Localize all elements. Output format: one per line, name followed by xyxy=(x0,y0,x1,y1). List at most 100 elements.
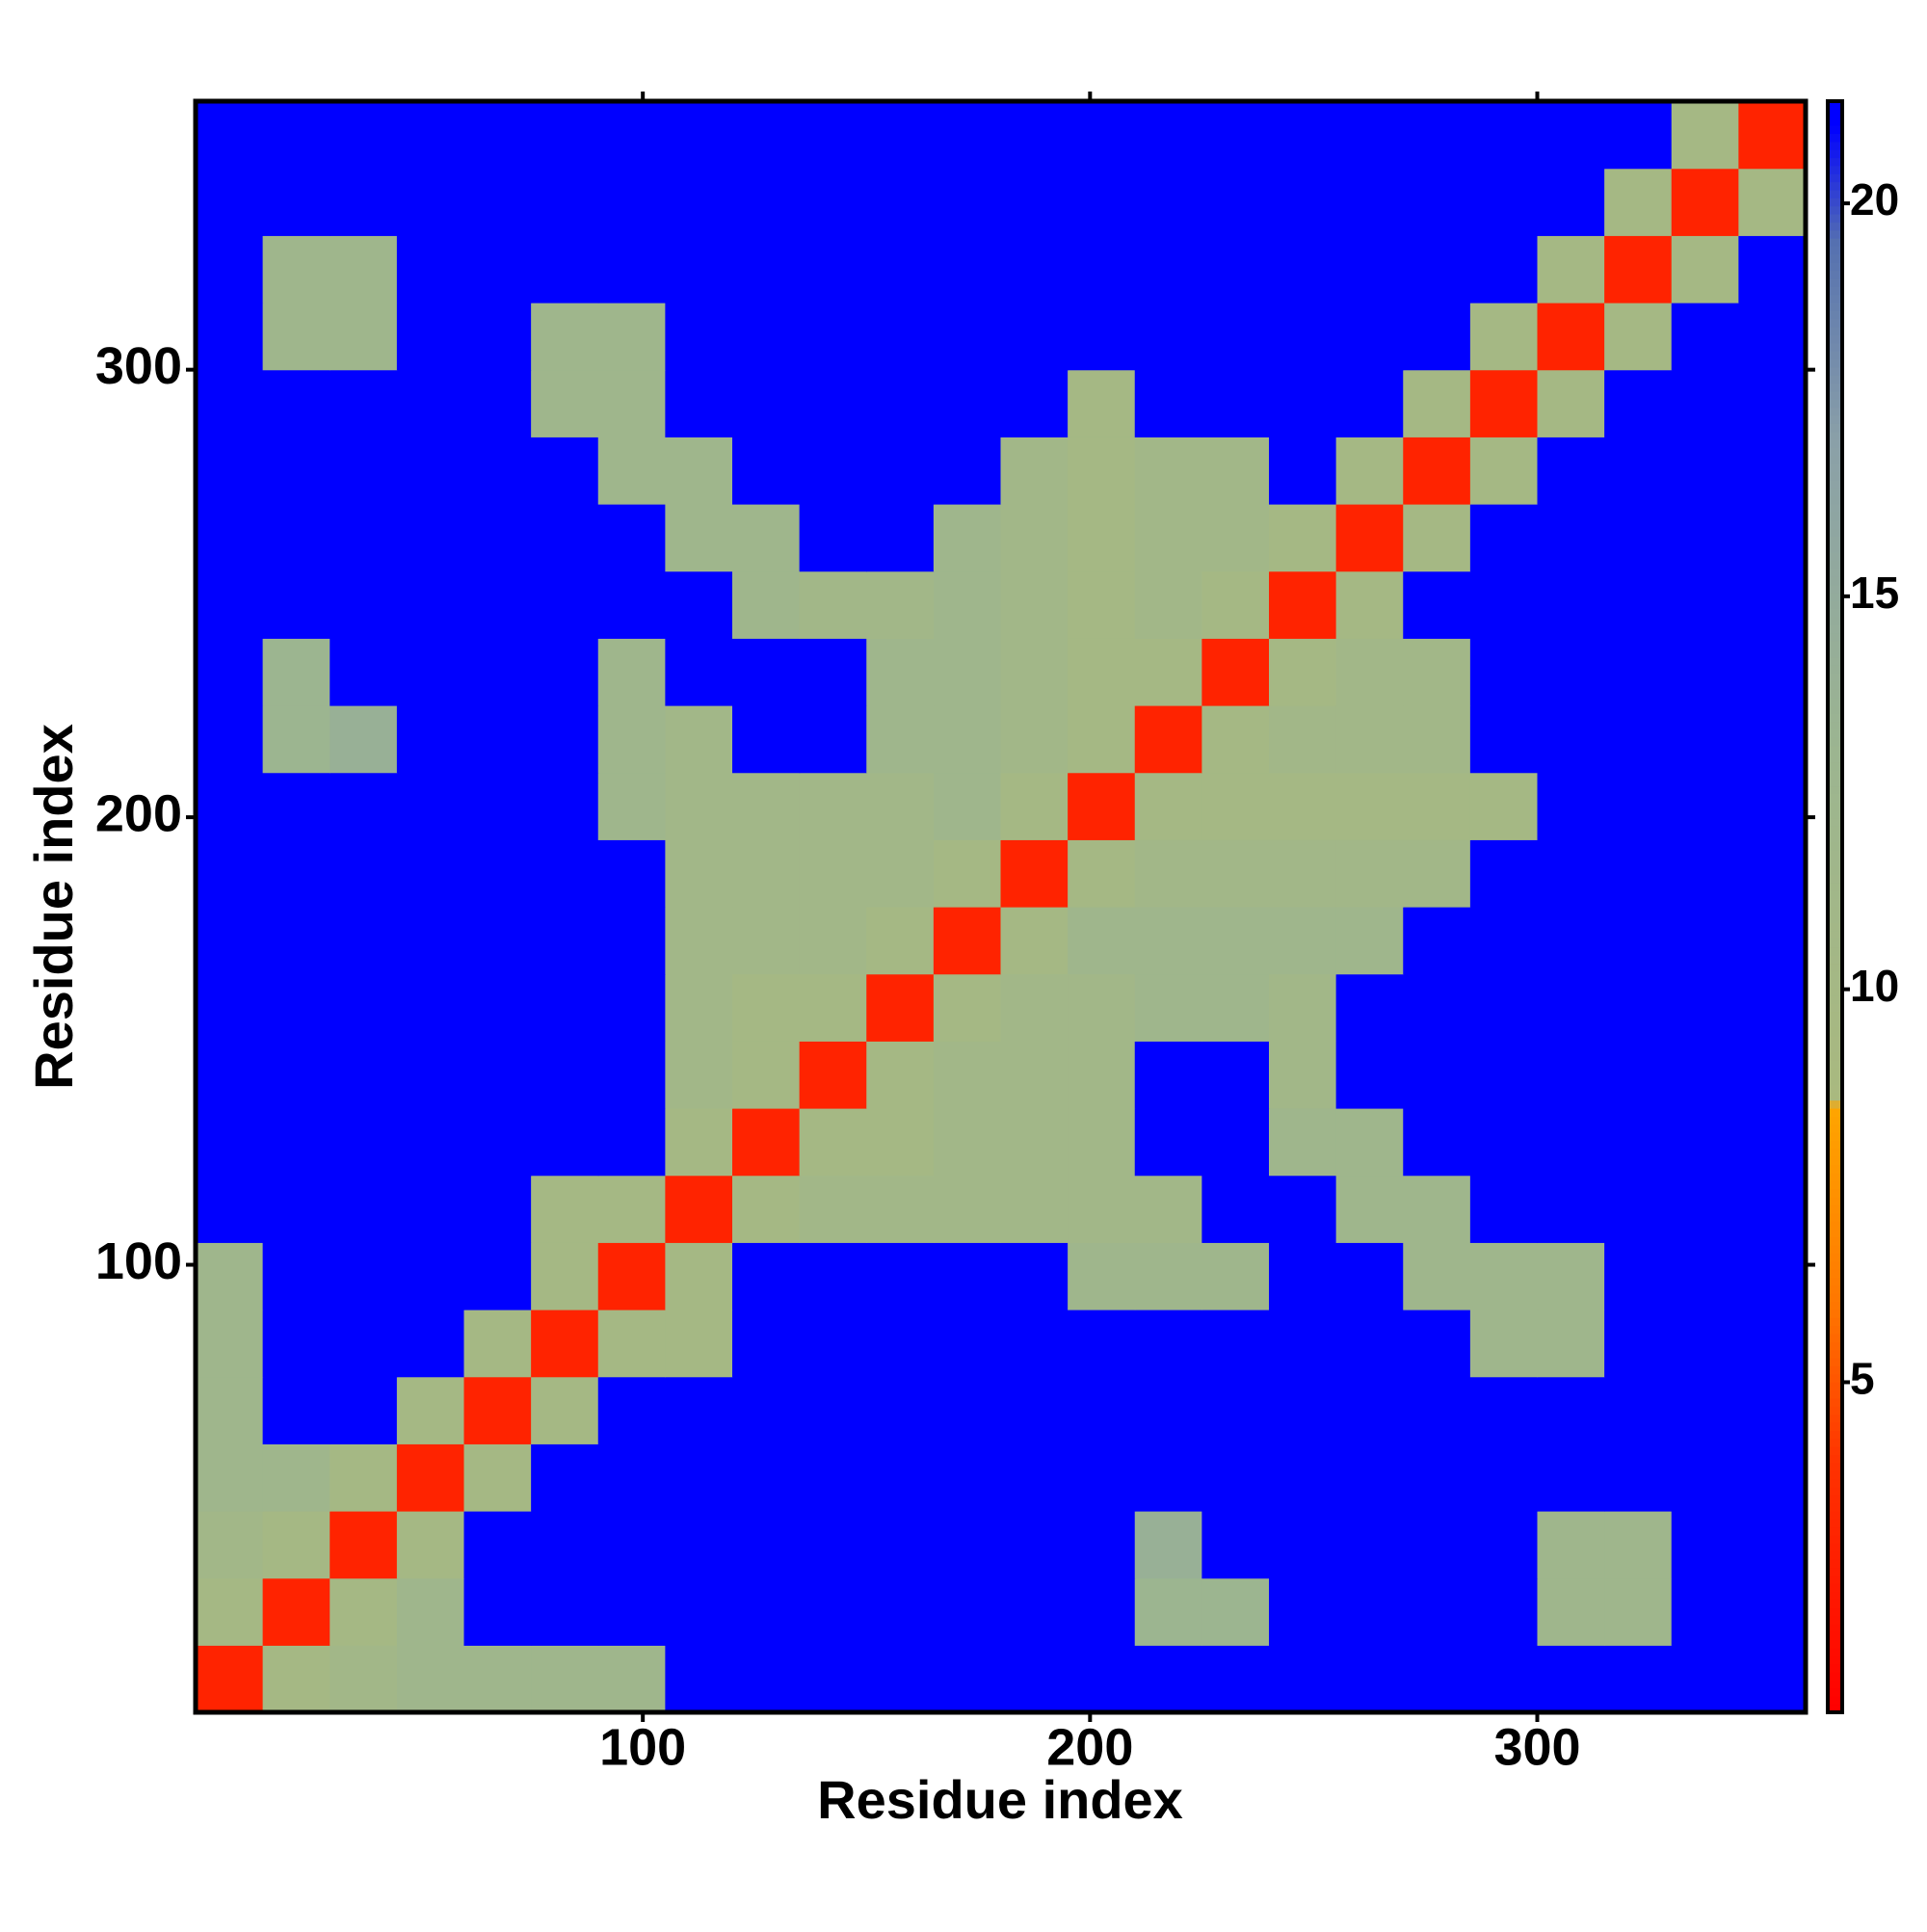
colorbar-swatch xyxy=(1828,125,1842,134)
heatmap-cell xyxy=(196,437,264,505)
heatmap-cell xyxy=(1068,303,1136,371)
heatmap-cell xyxy=(396,839,465,908)
heatmap-cell xyxy=(933,1041,1002,1109)
heatmap-cell xyxy=(196,1310,264,1378)
heatmap-cell xyxy=(262,973,330,1042)
heatmap-cell xyxy=(1403,303,1471,371)
heatmap-cell xyxy=(1000,1242,1069,1310)
heatmap-cell xyxy=(1201,1175,1270,1243)
colorbar-swatch xyxy=(1828,1188,1842,1198)
heatmap-cell xyxy=(1201,705,1270,774)
heatmap-cell xyxy=(866,1041,935,1109)
heatmap-cell xyxy=(799,772,867,840)
heatmap-cell xyxy=(1000,1511,1069,1579)
heatmap-cell xyxy=(1068,1175,1136,1243)
heatmap-cell xyxy=(799,101,867,170)
heatmap-cell xyxy=(866,1242,935,1310)
heatmap-cell xyxy=(262,1577,330,1646)
heatmap-cell xyxy=(732,369,801,437)
heatmap-cell xyxy=(732,168,801,236)
heatmap-cell xyxy=(1604,101,1673,170)
heatmap-cell xyxy=(463,973,532,1042)
heatmap-cell xyxy=(1335,303,1404,371)
heatmap-cell xyxy=(463,1108,532,1177)
heatmap-cell xyxy=(1134,369,1202,437)
colorbar-swatch xyxy=(1828,214,1842,223)
heatmap-cell xyxy=(1671,437,1739,505)
heatmap-cell xyxy=(1068,101,1136,170)
colorbar-swatch xyxy=(1828,665,1842,675)
heatmap-cell xyxy=(933,235,1002,304)
heatmap-cell xyxy=(1068,705,1136,774)
heatmap-cell xyxy=(1671,1242,1739,1310)
colorbar-swatch xyxy=(1828,850,1842,860)
heatmap-cell xyxy=(1201,1645,1270,1713)
heatmap-cell xyxy=(1000,907,1069,975)
colorbar-swatch xyxy=(1828,1310,1842,1318)
heatmap-cell xyxy=(1671,570,1739,639)
heatmap-cell xyxy=(330,1376,398,1444)
heatmap-cell xyxy=(1335,638,1404,706)
heatmap-cell xyxy=(463,1041,532,1109)
heatmap-cell xyxy=(1201,437,1270,505)
x-tick-label: 100 xyxy=(599,1718,686,1776)
heatmap-cell xyxy=(1068,839,1136,908)
heatmap-cell xyxy=(1537,101,1605,170)
heatmap-cell xyxy=(330,504,398,572)
heatmap-cell xyxy=(1335,1645,1404,1713)
heatmap-cell xyxy=(1671,168,1739,236)
colorbar-swatch xyxy=(1828,504,1842,513)
heatmap-cell xyxy=(732,705,801,774)
heatmap-cell xyxy=(196,1511,264,1579)
heatmap-cell xyxy=(1403,1310,1471,1378)
colorbar-swatch xyxy=(1828,1108,1842,1117)
colorbar-swatch xyxy=(1828,1438,1842,1447)
heatmap-cell xyxy=(1335,1443,1404,1512)
colorbar-swatch xyxy=(1828,600,1842,610)
heatmap-cell xyxy=(1269,235,1337,304)
heatmap-cell xyxy=(1671,235,1739,304)
heatmap-cell xyxy=(799,1645,867,1713)
heatmap-cell xyxy=(396,570,465,639)
heatmap-cell xyxy=(463,839,532,908)
colorbar-swatch xyxy=(1828,1648,1842,1656)
colorbar-swatch xyxy=(1828,1615,1842,1625)
heatmap-cell xyxy=(1537,1511,1605,1579)
colorbar-swatch xyxy=(1828,303,1842,311)
colorbar-swatch xyxy=(1828,327,1842,335)
colorbar-swatch xyxy=(1828,1446,1842,1455)
heatmap-cell xyxy=(262,235,330,304)
colorbar-swatch xyxy=(1828,1035,1842,1045)
heatmap-cell xyxy=(665,973,733,1042)
colorbar-swatch xyxy=(1828,270,1842,279)
heatmap-cell xyxy=(463,1443,532,1512)
heatmap-cell xyxy=(1604,1242,1673,1310)
colorbar-swatch xyxy=(1828,987,1842,996)
colorbar-swatch xyxy=(1828,745,1842,754)
heatmap-cell xyxy=(531,973,599,1042)
colorbar-swatch xyxy=(1828,1639,1842,1649)
heatmap-cell xyxy=(1671,1310,1739,1378)
heatmap-cell xyxy=(1738,1645,1807,1713)
heatmap-cell xyxy=(1335,1242,1404,1310)
heatmap-cell xyxy=(262,168,330,236)
colorbar-swatch xyxy=(1828,1075,1842,1085)
heatmap-cell xyxy=(597,369,666,437)
heatmap-cell xyxy=(1403,168,1471,236)
heatmap-cell xyxy=(866,638,935,706)
heatmap-cell xyxy=(396,1310,465,1378)
heatmap-cell xyxy=(665,437,733,505)
colorbar-swatch xyxy=(1828,1099,1842,1109)
heatmap-cell xyxy=(330,973,398,1042)
colorbar-swatch xyxy=(1828,1083,1842,1093)
heatmap-cell xyxy=(1134,907,1202,975)
heatmap-cell xyxy=(597,1443,666,1512)
heatmap-cell xyxy=(866,570,935,639)
colorbar-swatch xyxy=(1828,882,1842,891)
heatmap-cell xyxy=(196,907,264,975)
heatmap-cell xyxy=(933,369,1002,437)
colorbar xyxy=(1828,101,1842,1713)
heatmap-cell xyxy=(396,504,465,572)
heatmap-cell xyxy=(1134,235,1202,304)
heatmap-cell xyxy=(732,504,801,572)
